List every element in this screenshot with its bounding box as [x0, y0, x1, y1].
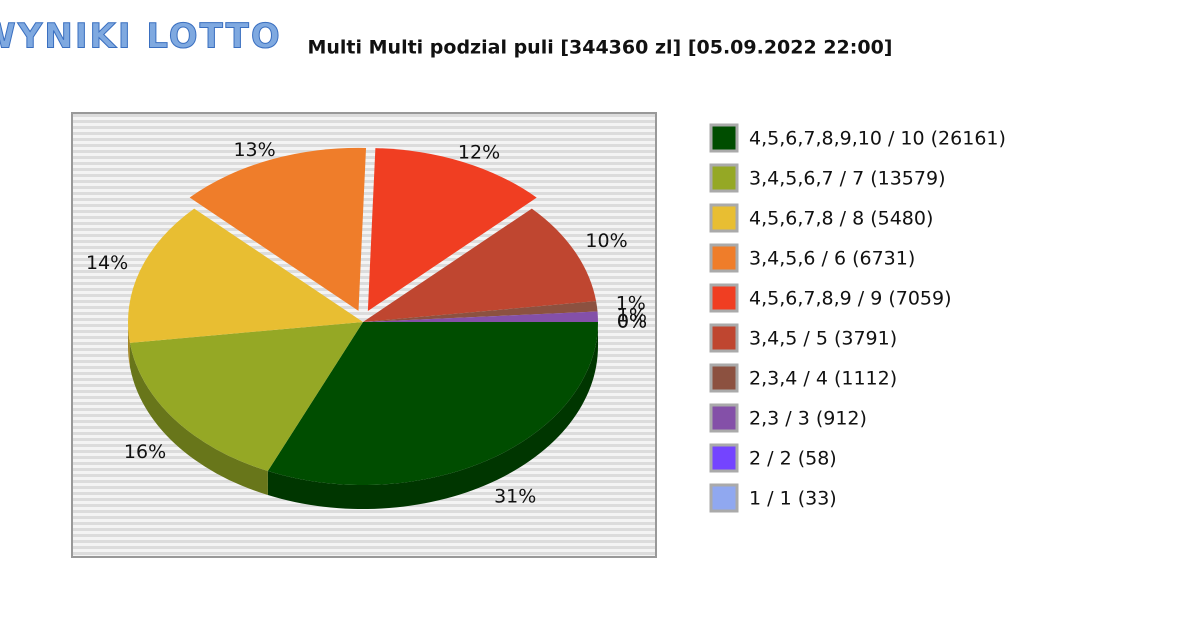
- slice-label: 31%: [494, 486, 536, 508]
- legend-swatch: [709, 363, 739, 393]
- chart-title: Multi Multi podzial puli [344360 zl] [05…: [307, 37, 892, 59]
- legend-label: 4,5,6,7,8,9 / 9 (7059): [749, 288, 952, 310]
- slice-label: 0%: [617, 311, 647, 333]
- slice-label: 1%: [616, 293, 646, 315]
- legend-label: 3,4,5,6,7 / 7 (13579): [749, 168, 945, 190]
- slice-label: 14%: [86, 252, 128, 274]
- slice-label: 0%: [617, 311, 647, 333]
- legend-swatch: [709, 283, 739, 313]
- slice: [363, 311, 598, 322]
- slice-side: [267, 322, 599, 509]
- legend-label: 4,5,6,7,8 / 8 (5480): [749, 208, 933, 230]
- legend-swatch: [709, 403, 739, 433]
- slice: [129, 322, 363, 472]
- slice: [189, 147, 367, 311]
- legend-swatch: [709, 163, 739, 193]
- logo[interactable]: WYNIKI LOTTO: [0, 16, 282, 57]
- legend-label: 4,5,6,7,8,9,10 / 10 (26161): [749, 128, 1006, 150]
- slice: [128, 208, 363, 343]
- slice-side: [129, 342, 268, 496]
- legend-swatch: [709, 483, 739, 513]
- legend-swatch: [709, 203, 739, 233]
- legend-swatch: [709, 443, 739, 473]
- slice-label: 1%: [617, 305, 647, 327]
- slice: [267, 322, 598, 485]
- legend-label: 3,4,5,6 / 6 (6731): [749, 248, 915, 270]
- legend-swatch: [709, 243, 739, 273]
- slice: [367, 148, 537, 312]
- legend-label: 3,4,5 / 5 (3791): [749, 328, 897, 350]
- slice: [363, 301, 598, 322]
- legend-label: 2 / 2 (58): [749, 448, 837, 470]
- slice-side: [128, 322, 130, 367]
- legend-label: 1 / 1 (33): [749, 488, 837, 510]
- legend-swatch: [709, 323, 739, 353]
- slice-label: 13%: [233, 139, 275, 161]
- slice-label: 10%: [585, 230, 627, 252]
- legend-swatch: [709, 123, 739, 153]
- slice-label: 12%: [458, 141, 500, 163]
- slice-label: 16%: [124, 441, 166, 463]
- legend-label: 2,3 / 3 (912): [749, 408, 867, 430]
- legend-label: 2,3,4 / 4 (1112): [749, 368, 897, 390]
- slice: [363, 208, 597, 322]
